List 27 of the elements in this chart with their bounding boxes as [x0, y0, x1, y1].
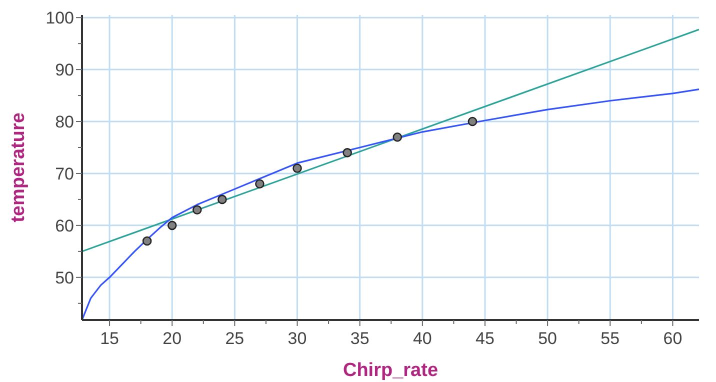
point — [392, 132, 402, 142]
y-tick-label: 60 — [55, 216, 74, 236]
x-axis-title: Chirp_rate — [342, 360, 438, 381]
y-tick-label: 50 — [55, 268, 74, 288]
x-tick-label: 35 — [350, 329, 370, 348]
x-tick-label: 60 — [663, 329, 682, 348]
x-tick-label: 25 — [225, 329, 244, 348]
x-tick-label: 20 — [162, 329, 182, 348]
y-axis-title: temperature — [8, 112, 29, 222]
point — [142, 236, 152, 246]
x-tick-label: 40 — [412, 329, 432, 348]
x-tick-label: 15 — [100, 329, 119, 348]
point — [292, 164, 302, 173]
point — [192, 205, 202, 214]
x-tick-label: 30 — [288, 329, 307, 348]
y-tick-label: 100 — [46, 8, 74, 28]
x-tick-label: 50 — [538, 329, 558, 348]
y-tick-label: 70 — [55, 164, 74, 184]
point — [167, 220, 177, 230]
x-tick-label: 45 — [476, 329, 494, 348]
point — [468, 116, 478, 126]
point — [342, 148, 352, 158]
y-tick-label: 90 — [55, 60, 74, 80]
x-tick-label: 55 — [600, 329, 620, 348]
point — [255, 179, 264, 189]
point — [218, 194, 227, 204]
y-tick-label: 80 — [55, 112, 74, 132]
